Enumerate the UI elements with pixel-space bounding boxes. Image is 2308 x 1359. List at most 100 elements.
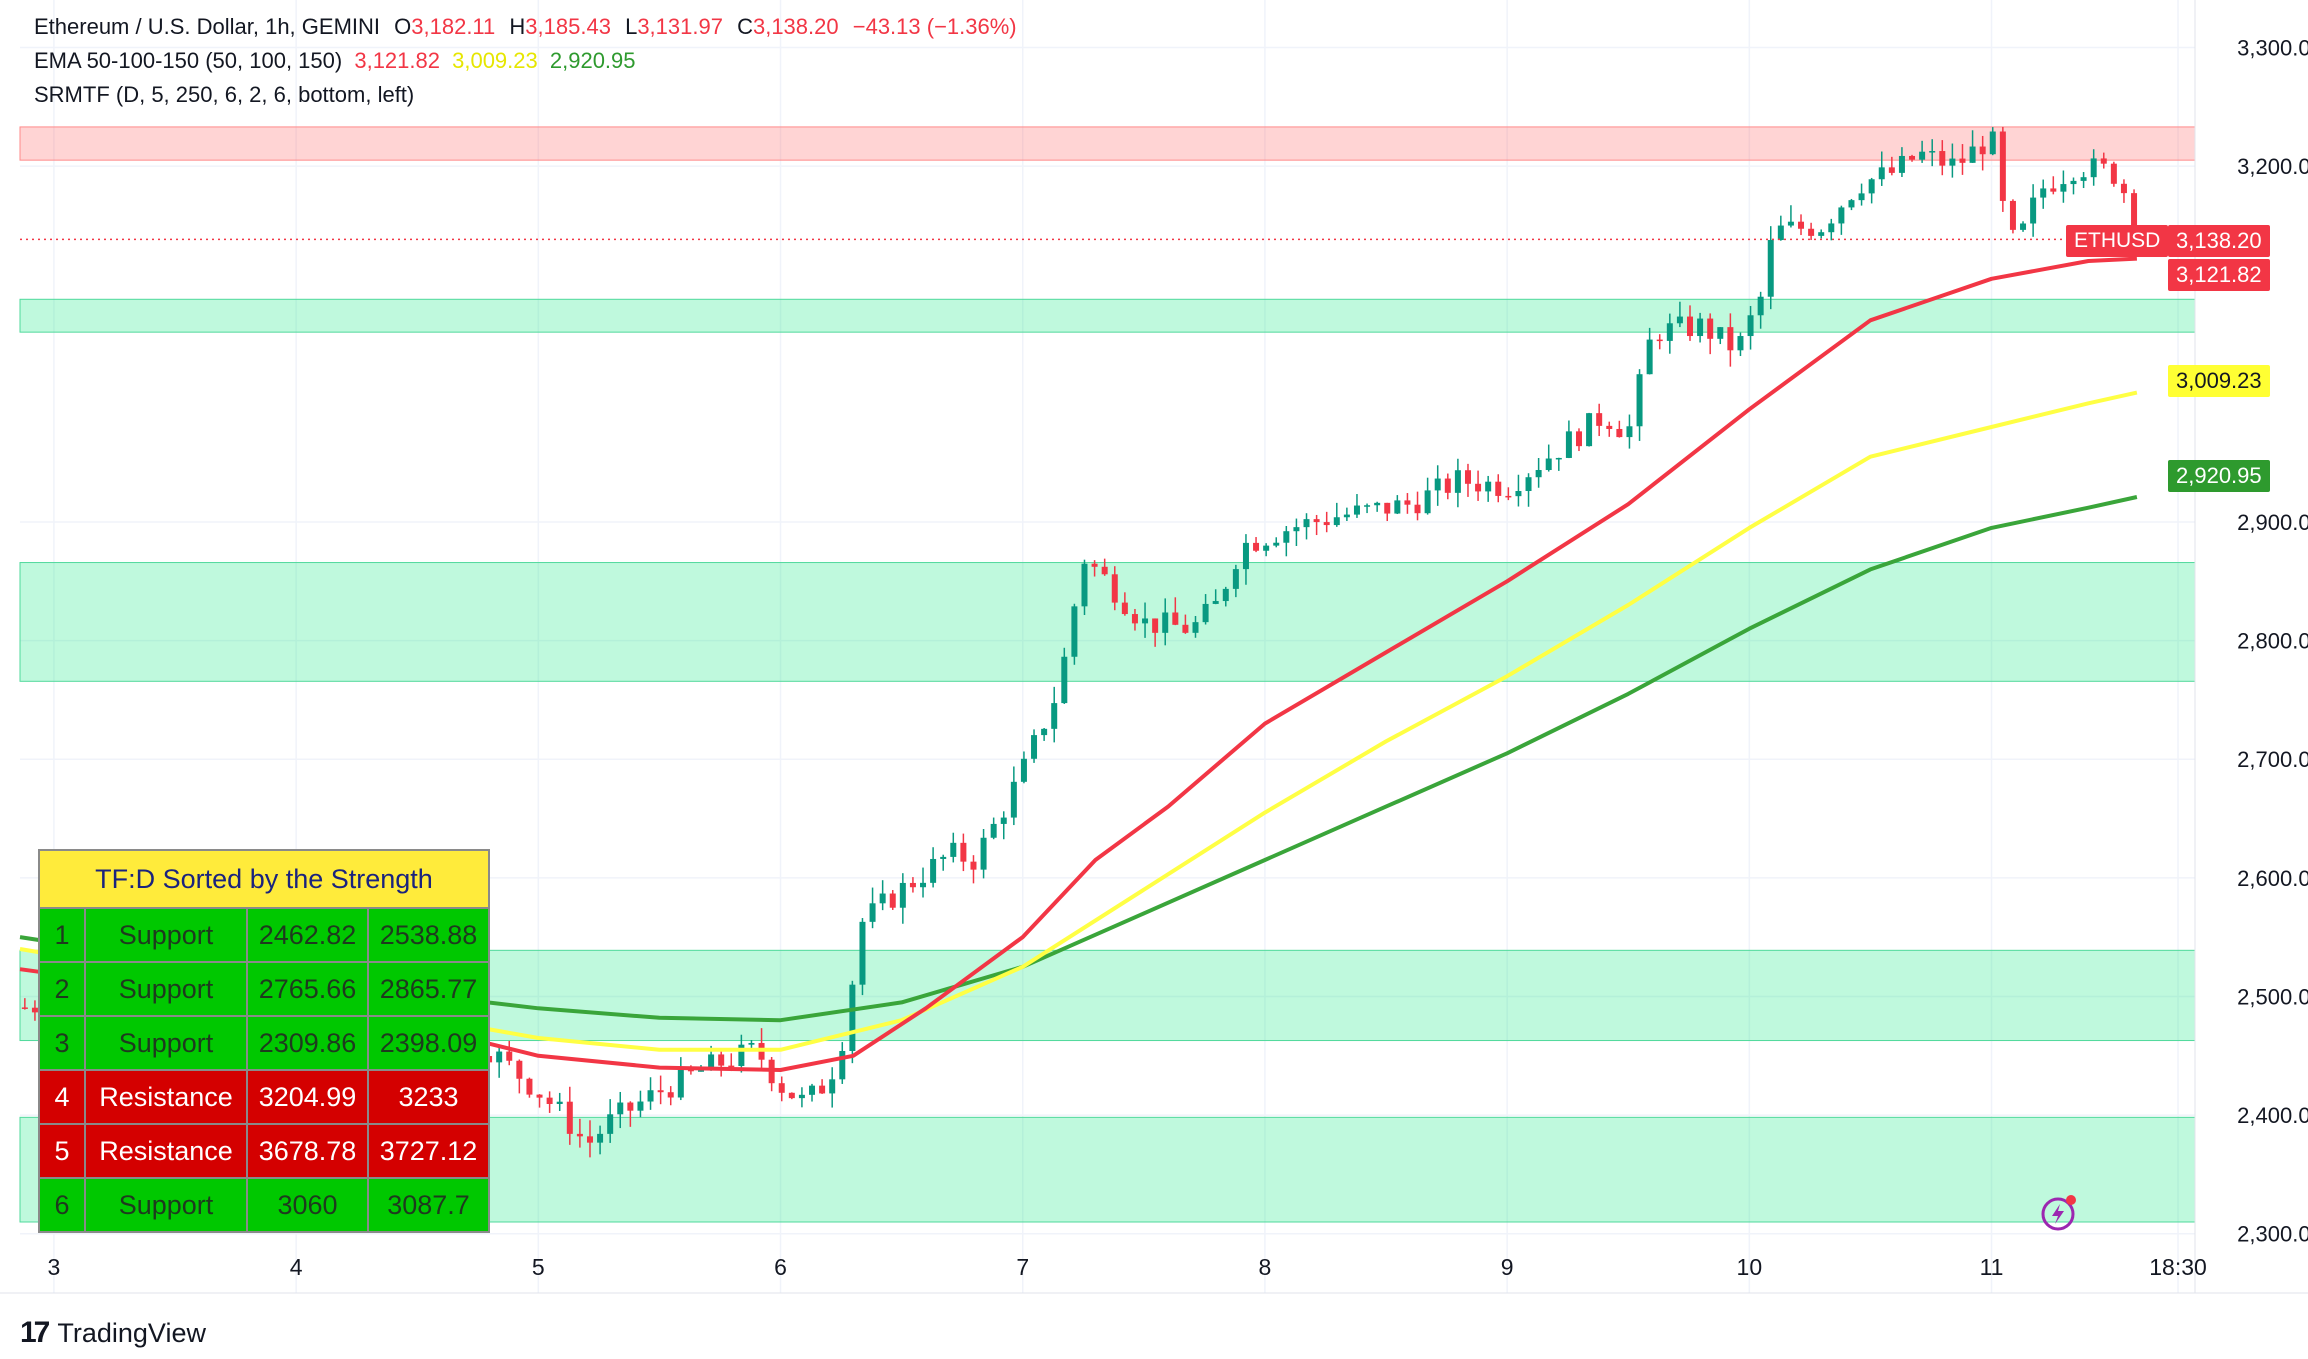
row-low: 3204.99 <box>246 1069 369 1125</box>
candle-body <box>1495 481 1502 496</box>
row-low: 2309.86 <box>246 1015 369 1071</box>
y-tick-label: 2,400.00 <box>2237 1103 2308 1128</box>
candle-body <box>31 1007 38 1013</box>
table-row: 5 Resistance 3678.78 3727.12 <box>38 1123 490 1179</box>
candle-body <box>1424 490 1431 514</box>
row-index: 3 <box>38 1015 86 1071</box>
candle-body <box>2050 188 2057 192</box>
candle-body <box>708 1054 715 1071</box>
row-high: 3087.7 <box>367 1177 490 1233</box>
y-tick-label: 2,800.00 <box>2237 629 2308 654</box>
candle-body <box>2070 180 2077 185</box>
row-low: 3060 <box>246 1177 369 1233</box>
candle-body <box>1626 426 1633 438</box>
candle-body <box>576 1133 583 1137</box>
ema-row[interactable]: EMA 50-100-150 (50, 100, 150) 3,121.82 3… <box>34 44 1017 78</box>
candle-body <box>1909 155 1916 160</box>
candle-body <box>1596 413 1603 426</box>
candle-body <box>869 903 876 922</box>
x-tick-label: 7 <box>1016 1254 1029 1280</box>
candle-body <box>1152 618 1159 633</box>
candle-body <box>1747 315 1754 337</box>
candle-body <box>1838 207 1845 224</box>
candle-body <box>2110 163 2117 184</box>
candle-body <box>1666 323 1673 341</box>
candles <box>21 126 2138 1158</box>
candle-body <box>1192 622 1199 633</box>
candle-body <box>718 1054 725 1066</box>
ema150-price-tag: 2,920.95 <box>2168 460 2270 492</box>
candle-body <box>1565 431 1572 458</box>
candle-body <box>1444 478 1451 493</box>
srmtf-row[interactable]: SRMTF (D, 5, 250, 6, 2, 6, bottom, left) <box>34 78 1017 112</box>
candle-body <box>617 1102 624 1115</box>
row-low: 2462.82 <box>246 907 369 963</box>
candle-body <box>2090 158 2097 178</box>
candle-body <box>1929 151 1936 153</box>
candle-body <box>1808 228 1815 236</box>
candle-body <box>1868 179 1875 194</box>
candle-body <box>1959 158 1966 163</box>
x-tick-label: 9 <box>1501 1254 1514 1280</box>
candle-body <box>566 1101 573 1134</box>
candle-body <box>889 893 896 908</box>
candle-body <box>1515 491 1522 497</box>
ema-label: EMA 50-100-150 (50, 100, 150) <box>34 48 343 73</box>
row-low: 3678.78 <box>246 1123 369 1179</box>
candle-body <box>1858 193 1865 201</box>
candle-body <box>1505 495 1512 498</box>
symbol-title[interactable]: Ethereum / U.S. Dollar, 1h, GEMINI <box>34 14 381 39</box>
candle-body <box>899 882 906 908</box>
candle-body <box>1888 167 1895 173</box>
candle-body <box>819 1085 826 1094</box>
support-zone <box>19 298 2196 333</box>
candle-body <box>2120 183 2127 194</box>
candle-body <box>667 1092 674 1098</box>
row-index: 2 <box>38 961 86 1017</box>
row-high: 2398.09 <box>367 1015 490 1071</box>
ema150-value: 2,920.95 <box>549 48 636 73</box>
row-index: 5 <box>38 1123 86 1179</box>
ema50-price-tag: 3,121.82 <box>2168 259 2270 291</box>
y-tick-label: 3,300.00 <box>2237 35 2308 60</box>
candle-body <box>1061 656 1068 704</box>
candle-body <box>637 1101 644 1111</box>
candle-body <box>829 1079 836 1094</box>
tradingview-mark-icon: 17 <box>20 1316 50 1349</box>
candle-body <box>1878 167 1885 180</box>
candle-body <box>809 1085 816 1095</box>
candle-body <box>546 1097 553 1104</box>
candle-body <box>1535 470 1542 478</box>
tradingview-logo[interactable]: 17 TradingView <box>20 1316 206 1350</box>
candle-body <box>950 842 957 857</box>
candle-body <box>627 1102 634 1111</box>
candle-body <box>1999 131 2006 201</box>
candle-body <box>970 861 977 870</box>
candle-body <box>839 1050 846 1080</box>
lightning-icon[interactable] <box>2040 1192 2080 1232</box>
table-row: 3 Support 2309.86 2398.09 <box>38 1015 490 1071</box>
candle-body <box>1121 602 1128 615</box>
candle-body <box>1253 542 1260 551</box>
close-value: 3,138.20 <box>752 14 839 39</box>
candle-body <box>1303 519 1310 528</box>
row-high: 3727.12 <box>367 1123 490 1179</box>
candle-body <box>2030 197 2037 224</box>
resistance-zone <box>19 126 2196 161</box>
candle-body <box>798 1094 805 1099</box>
sr-table-title: TF:D Sorted by the Strength <box>38 849 490 909</box>
candle-body <box>1757 296 1764 316</box>
change-value: −43.13 (−1.36%) <box>852 14 1017 39</box>
candle-body <box>1172 612 1179 625</box>
candle-body <box>1374 502 1381 506</box>
table-row: 2 Support 2765.66 2865.77 <box>38 961 490 1017</box>
candle-body <box>1606 425 1613 429</box>
candle-body <box>1545 458 1552 471</box>
candle-body <box>1687 316 1694 337</box>
candle-body <box>1464 470 1471 484</box>
candle-body <box>607 1114 614 1134</box>
candle-body <box>1777 225 1784 241</box>
high-value: 3,185.43 <box>525 14 611 39</box>
candle-body <box>506 1051 513 1061</box>
